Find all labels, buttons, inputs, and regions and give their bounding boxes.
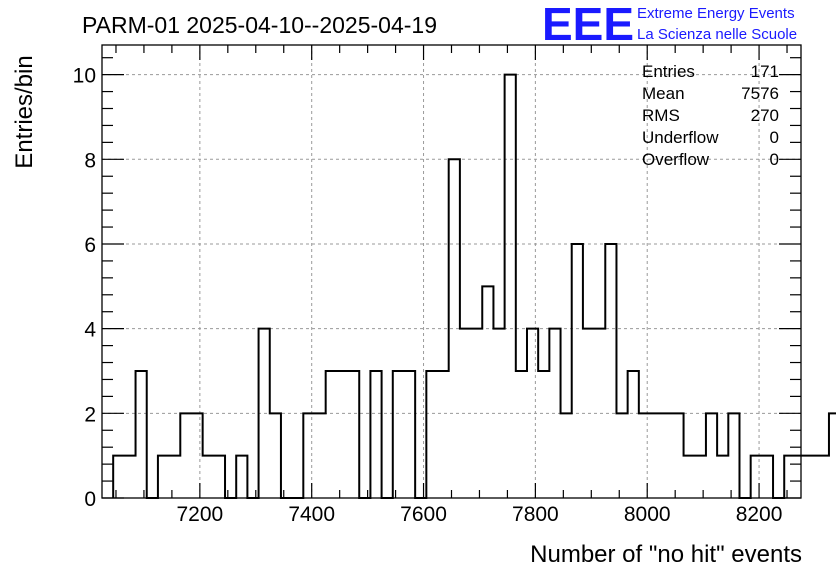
stats-underflow-value: 0 <box>770 128 779 147</box>
chart-title: PARM-01 2025-04-10--2025-04-19 <box>82 12 437 38</box>
histogram-bin <box>426 371 437 498</box>
histogram-bin <box>505 75 516 498</box>
histogram-bin <box>762 456 773 498</box>
histogram-bin <box>807 456 818 498</box>
histogram-bin <box>314 413 325 498</box>
logo-line-2: La Scienza nelle Scuole <box>637 26 797 43</box>
histogram-bin <box>191 413 202 498</box>
histogram-bin <box>337 371 348 498</box>
histogram-bin <box>236 456 247 498</box>
histogram-bin <box>348 371 359 498</box>
histogram-bin <box>818 456 829 498</box>
histogram-bin <box>684 456 695 498</box>
histogram-bin <box>158 456 169 498</box>
histogram-bin <box>561 413 572 498</box>
histogram-bin <box>203 456 214 498</box>
x-tick-label: 7400 <box>288 503 335 526</box>
stats-rms-value: 270 <box>751 106 779 125</box>
histogram-bin <box>482 286 493 498</box>
histogram-bin <box>661 413 672 498</box>
histogram-bin <box>404 371 415 498</box>
histogram-bin <box>136 371 147 498</box>
stats-mean-value: 7576 <box>741 84 779 103</box>
histogram-bin <box>717 456 728 498</box>
axis-ticks <box>102 45 801 499</box>
stats-box: Entries 171 Mean 7576 RMS 270 Underflow … <box>642 62 779 169</box>
histogram-bin <box>270 413 281 498</box>
histogram-bin <box>370 371 381 498</box>
histogram-bin <box>538 371 549 498</box>
histogram-bin <box>829 413 836 498</box>
histogram-bin <box>695 456 706 498</box>
histogram-bin <box>605 244 616 498</box>
eee-logo: EEE Extreme Energy Events La Scienza nel… <box>542 0 797 50</box>
stats-entries-label: Entries <box>642 62 695 81</box>
histogram-bin <box>438 371 449 498</box>
stats-overflow-label: Overflow <box>642 150 710 169</box>
stats-overflow-value: 0 <box>770 150 779 169</box>
histogram-outline <box>112 73 836 499</box>
histogram-bin <box>326 371 337 498</box>
histogram-bin <box>393 371 404 498</box>
y-tick-label: 10 <box>73 65 96 88</box>
tick-labels: 7200 7400 7600 7800 8000 8200 0 2 4 6 8 10 <box>73 65 783 526</box>
stats-mean-label: Mean <box>642 84 685 103</box>
x-tick-label: 7600 <box>400 503 447 526</box>
histogram-bin <box>650 413 661 498</box>
histogram-bin <box>728 413 739 498</box>
histogram-bin <box>113 456 124 498</box>
logo-line-1: Extreme Energy Events <box>637 5 795 22</box>
x-tick-label: 8200 <box>736 503 783 526</box>
histogram-bin <box>751 456 762 498</box>
histogram-bin <box>124 456 135 498</box>
stats-rms-label: RMS <box>642 106 680 125</box>
x-tick-label: 8000 <box>624 503 671 526</box>
histogram-bin <box>180 413 191 498</box>
x-tick-label: 7800 <box>512 503 559 526</box>
histogram-bin <box>303 413 314 498</box>
histogram-bin <box>706 413 717 498</box>
histogram-series <box>112 73 836 499</box>
y-tick-label: 0 <box>84 488 96 511</box>
y-tick-label: 4 <box>84 319 96 342</box>
x-axis-label: Number of "no hit" events <box>530 541 802 568</box>
x-tick-label: 7200 <box>177 503 224 526</box>
y-tick-label: 8 <box>84 149 96 172</box>
grid-lines <box>102 45 801 498</box>
histogram-bin <box>628 371 639 498</box>
histogram-bin <box>516 371 527 498</box>
histogram-bin <box>784 456 795 498</box>
y-tick-label: 2 <box>84 403 96 426</box>
y-tick-label: 6 <box>84 234 96 257</box>
histogram-bin <box>639 413 650 498</box>
stats-entries-value: 171 <box>751 62 779 81</box>
histogram-bin <box>169 456 180 498</box>
histogram-bin <box>214 456 225 498</box>
histogram-bin <box>672 413 683 498</box>
stats-underflow-label: Underflow <box>642 128 719 147</box>
plot-frame <box>101 44 802 499</box>
y-axis-label: Entries/bin <box>11 55 38 168</box>
histogram-bin <box>572 244 583 498</box>
histogram-bin <box>616 413 627 498</box>
logo-mark: EEE <box>542 0 634 50</box>
